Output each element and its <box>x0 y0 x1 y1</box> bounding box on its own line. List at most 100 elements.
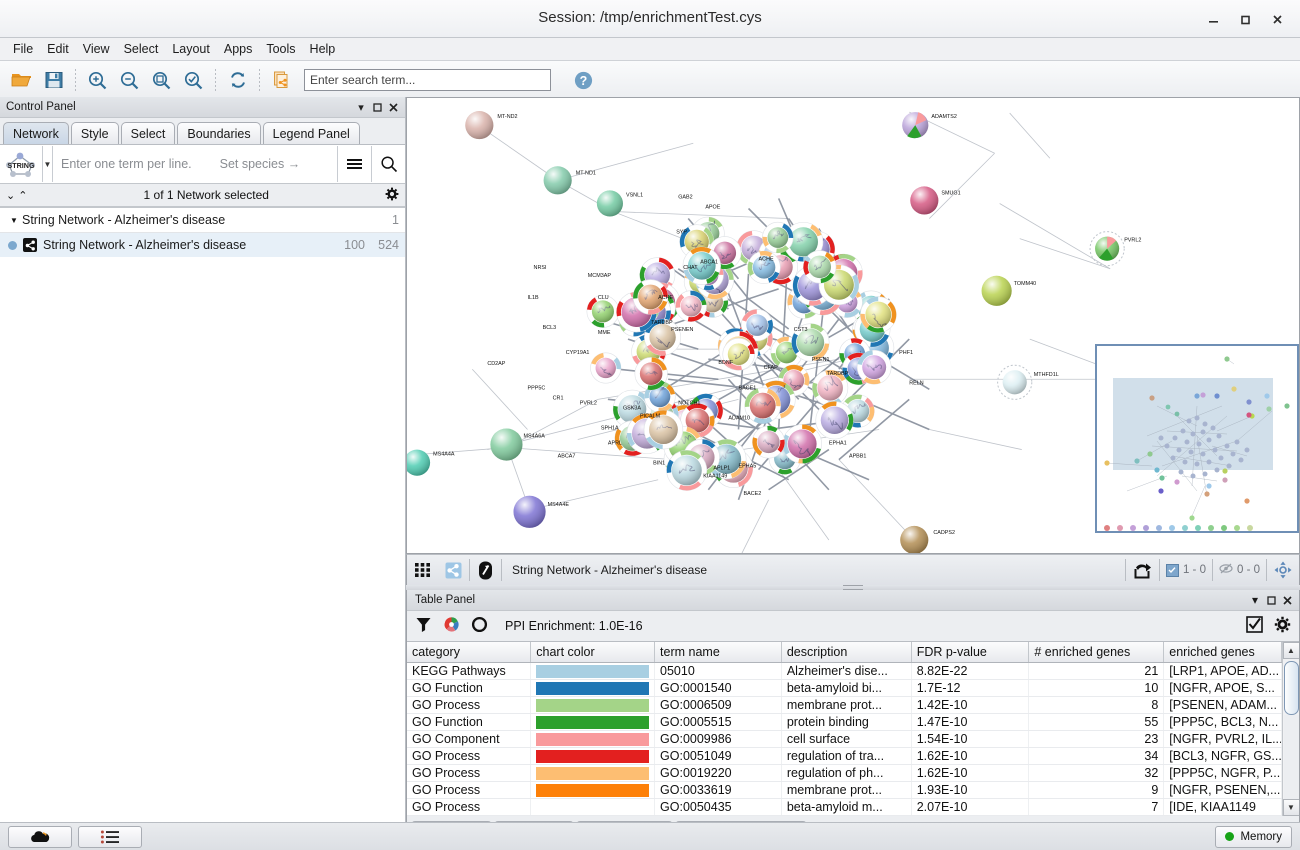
node-sphere[interactable] <box>815 401 854 440</box>
node-MS4A4E[interactable]: MS4A4E <box>513 495 569 528</box>
minimize-icon[interactable] <box>1198 6 1228 32</box>
scroll-down-icon[interactable]: ▼ <box>1282 799 1299 816</box>
menu-file[interactable]: File <box>13 42 34 56</box>
column-header-term-name[interactable]: term name <box>654 642 782 663</box>
grid-layout-icon[interactable] <box>407 555 438 585</box>
table-row[interactable]: GO Function GO:0001540 beta-amyloid bi... 1… <box>407 679 1282 697</box>
network-view[interactable]: MT-ND2 MT-ND1 VSNL1 MS4A4A <box>406 97 1300 554</box>
table-row[interactable]: GO Function GO:0005515 protein binding 1.47… <box>407 713 1282 731</box>
node-sphere[interactable] <box>722 338 755 371</box>
string-species-dropdown-icon[interactable]: ▼ <box>43 146 53 182</box>
pointer-tool-icon[interactable] <box>470 555 501 585</box>
menu-help[interactable]: Help <box>309 42 336 56</box>
cloud-icon[interactable] <box>8 825 72 848</box>
table-vertical-scrollbar[interactable]: ▲ ▼ <box>1282 642 1299 816</box>
node-sphere[interactable] <box>675 290 707 322</box>
network-nodes[interactable]: MT-ND2 MT-ND1 VSNL1 MS4A4A <box>407 111 1141 554</box>
close-icon[interactable] <box>1262 6 1292 32</box>
zoom-selected-icon[interactable] <box>178 65 209 95</box>
search-icon[interactable] <box>371 146 405 182</box>
chevron-down-icon[interactable]: ▾ <box>1251 593 1259 607</box>
menu-select[interactable]: Select <box>123 42 159 56</box>
node-sphere[interactable] <box>586 295 620 328</box>
tab-select[interactable]: Select <box>120 122 176 144</box>
node-sphere[interactable] <box>762 221 794 254</box>
close-panel-icon[interactable] <box>385 99 401 115</box>
export-network-icon[interactable] <box>266 65 297 95</box>
color-wheel-icon[interactable] <box>443 616 460 636</box>
node-CADPS2[interactable]: CADPS2 <box>900 525 955 554</box>
node-sphere[interactable] <box>803 250 837 284</box>
task-list-icon[interactable] <box>78 825 142 848</box>
network-graph-canvas[interactable]: MT-ND2 MT-ND1 VSNL1 MS4A4A <box>407 98 1299 554</box>
menu-tools[interactable]: Tools <box>266 42 296 56</box>
refresh-icon[interactable] <box>222 65 253 95</box>
menu-layout[interactable]: Layout <box>172 42 210 56</box>
node-MS4A4A[interactable]: MS4A4A <box>407 449 455 476</box>
node-SMUG1[interactable]: SMUG1 <box>910 186 961 215</box>
network-tree-item[interactable]: String Network - Alzheimer's disease 100… <box>0 233 405 257</box>
fit-content-icon[interactable] <box>1267 555 1299 585</box>
node-sphere[interactable] <box>634 357 668 391</box>
node-sphere[interactable] <box>752 425 785 459</box>
network-tree-root[interactable]: ▼ String Network - Alzheimer's disease 1 <box>0 208 405 233</box>
tab-network[interactable]: Network <box>3 122 69 144</box>
collapse-all-icon[interactable]: ⌄ <box>6 189 16 202</box>
table-row[interactable]: GO Component GO:0009986 cell surface 1.54E-… <box>407 730 1282 748</box>
column-header-chart-color[interactable]: chart color <box>530 642 656 663</box>
hamburger-menu-icon[interactable] <box>337 146 371 182</box>
memory-status-button[interactable]: Memory <box>1215 825 1292 848</box>
column-header-enriched-count[interactable]: # enriched genes <box>1028 642 1165 663</box>
float-panel-icon[interactable] <box>369 99 385 115</box>
filter-icon[interactable] <box>415 616 432 636</box>
menu-apps[interactable]: Apps <box>223 42 253 56</box>
node-sphere[interactable] <box>856 349 892 385</box>
column-header-fdr-pvalue[interactable]: FDR p-value <box>911 642 1030 663</box>
scrollbar-track[interactable] <box>1283 715 1299 799</box>
node-sphere[interactable] <box>682 246 721 285</box>
node-MT-ND1[interactable]: MT-ND1 <box>543 166 596 195</box>
scroll-up-icon[interactable]: ▲ <box>1282 642 1299 659</box>
share-network-icon[interactable] <box>438 555 469 585</box>
export-image-icon[interactable] <box>1126 555 1159 585</box>
zoom-in-icon[interactable] <box>82 65 113 95</box>
chevron-down-icon[interactable]: ▼ <box>10 215 18 225</box>
help-icon[interactable]: ? <box>568 65 599 95</box>
column-header-enriched-genes[interactable]: enriched genes <box>1163 642 1282 663</box>
table-row[interactable]: GO Process GO:0006509 membrane prot... 1.42… <box>407 696 1282 714</box>
zoom-out-icon[interactable] <box>114 65 145 95</box>
node-sphere[interactable] <box>740 309 774 342</box>
table-row[interactable]: GO Process GO:0051049 regulation of tra...… <box>407 747 1282 765</box>
tab-boundaries[interactable]: Boundaries <box>177 122 261 144</box>
node-TOMM40[interactable]: TOMM40 <box>981 275 1037 306</box>
scrollbar-thumb[interactable] <box>1283 661 1299 715</box>
node-sphere[interactable] <box>860 296 897 333</box>
node-selection-badge[interactable]: 1 - 0 <box>1160 563 1212 577</box>
open-folder-icon[interactable] <box>6 65 37 95</box>
gear-icon[interactable] <box>385 187 399 204</box>
enrichment-table[interactable]: category chart color term name descripti… <box>407 642 1282 816</box>
expand-all-icon[interactable]: ⌃ <box>18 189 28 202</box>
search-input[interactable]: Enter search term... <box>304 69 551 91</box>
network-overview-navigator[interactable] <box>1095 344 1299 533</box>
string-logo-icon[interactable]: STRING <box>0 146 43 182</box>
enrichment-table-body[interactable]: KEGG Pathways 05010 Alzheimer's dise... 8.8… <box>407 662 1282 816</box>
node-MTHFD1L[interactable]: MTHFD1L <box>997 364 1059 400</box>
column-header-description[interactable]: description <box>781 642 912 663</box>
node-sphere[interactable] <box>744 387 781 424</box>
table-row[interactable]: GO Process GO:0050435 beta-amyloid m... 2.0… <box>407 798 1282 816</box>
node-sphere[interactable] <box>644 318 682 356</box>
node-sphere[interactable] <box>666 450 708 491</box>
node-PVRL2[interactable]: PVRL2 <box>1089 231 1141 267</box>
gear-icon[interactable] <box>1274 616 1291 636</box>
save-icon[interactable] <box>38 65 69 95</box>
zoom-fit-icon[interactable] <box>146 65 177 95</box>
node-sphere[interactable] <box>590 352 622 384</box>
float-panel-icon[interactable] <box>1263 595 1279 605</box>
edge-selection-badge[interactable]: 0 - 0 <box>1213 563 1266 577</box>
node-sphere[interactable] <box>791 323 830 362</box>
table-row[interactable]: GO Process GO:0033619 membrane prot... 1.93… <box>407 781 1282 799</box>
close-panel-icon[interactable] <box>1279 595 1295 605</box>
panel-splitter[interactable] <box>406 585 1300 590</box>
node-MS4A6A[interactable]: MS4A6A <box>490 428 545 461</box>
